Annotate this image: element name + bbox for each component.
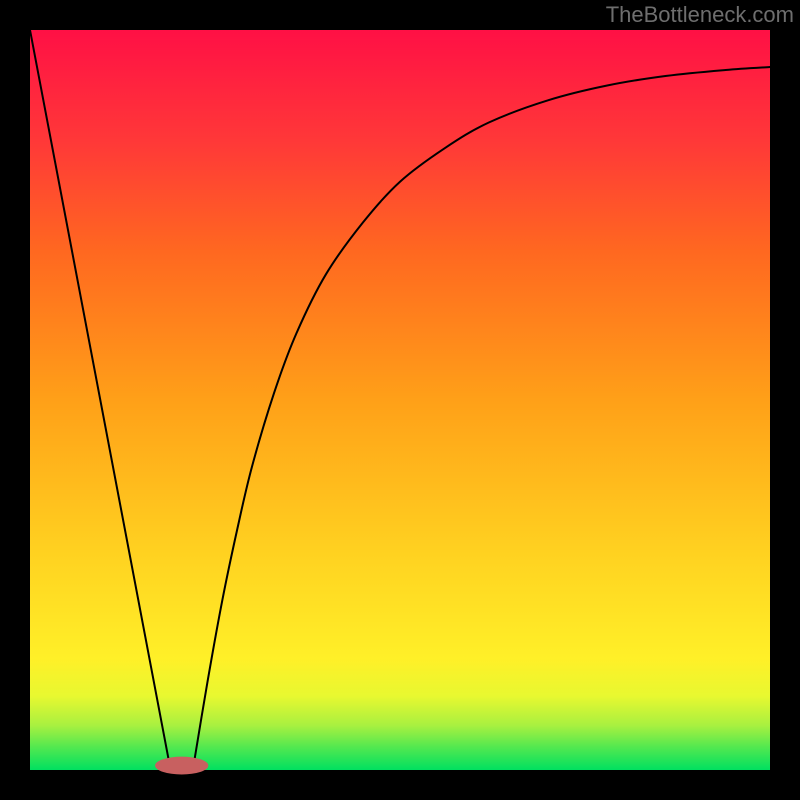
- watermark-text: TheBottleneck.com: [606, 2, 794, 28]
- chart-root: TheBottleneck.com: [0, 0, 800, 800]
- valley-marker: [155, 757, 208, 775]
- chart-svg: [0, 0, 800, 800]
- plot-area: [30, 30, 770, 770]
